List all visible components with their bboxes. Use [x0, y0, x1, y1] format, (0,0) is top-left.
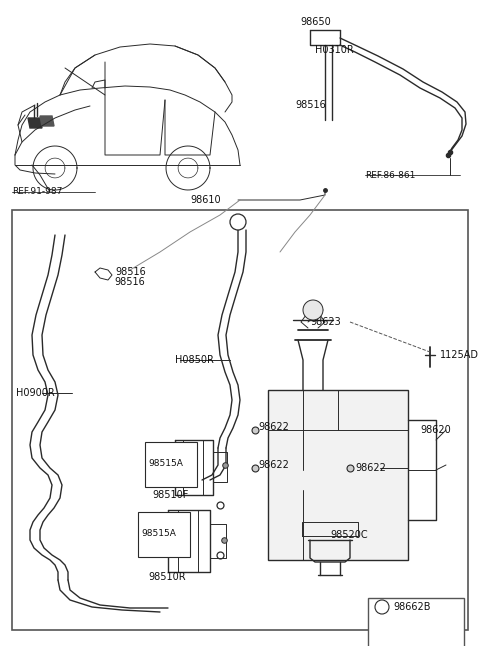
- Text: a: a: [233, 218, 239, 227]
- Text: 98510F: 98510F: [152, 490, 188, 500]
- Text: 98520C: 98520C: [330, 530, 368, 540]
- Text: H0310R: H0310R: [315, 45, 354, 55]
- Text: H0850R: H0850R: [175, 355, 214, 365]
- Text: 98516: 98516: [114, 277, 145, 287]
- Text: a: a: [378, 603, 384, 612]
- Text: 1125AD: 1125AD: [440, 350, 479, 360]
- Text: 98623: 98623: [310, 317, 341, 327]
- Circle shape: [375, 600, 389, 614]
- Text: 98622: 98622: [258, 422, 289, 432]
- Text: REF.86-861: REF.86-861: [365, 171, 415, 180]
- Text: 98622: 98622: [258, 460, 289, 470]
- Circle shape: [230, 214, 246, 230]
- Text: 98620: 98620: [420, 425, 451, 435]
- Bar: [12, 210, 468, 630]
- Polygon shape: [40, 116, 54, 126]
- Bar: [138, 512, 190, 557]
- Bar: [268, 390, 408, 560]
- Text: 98510R: 98510R: [148, 572, 186, 582]
- Text: 98662B: 98662B: [393, 602, 431, 612]
- Text: 98515A: 98515A: [141, 530, 176, 539]
- Text: 98650: 98650: [300, 17, 331, 27]
- Circle shape: [303, 300, 323, 320]
- Text: 98622: 98622: [355, 463, 386, 473]
- Text: H0900R: H0900R: [16, 388, 55, 398]
- Text: 98516: 98516: [115, 267, 146, 277]
- Text: 98516: 98516: [295, 100, 326, 110]
- Bar: [368, 598, 464, 646]
- Polygon shape: [28, 118, 42, 128]
- Text: 98610: 98610: [190, 195, 221, 205]
- Bar: [145, 442, 197, 487]
- Text: REF.91-987: REF.91-987: [12, 187, 62, 196]
- Text: 98515A: 98515A: [148, 459, 183, 468]
